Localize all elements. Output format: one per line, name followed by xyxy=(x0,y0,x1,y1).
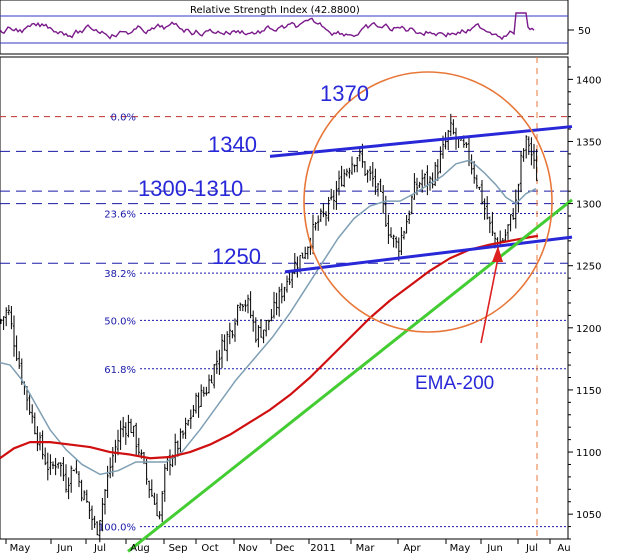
x-tick-label: Sep xyxy=(169,543,188,554)
y-tick-label: 1300 xyxy=(576,200,601,211)
fib-label: 100.0% xyxy=(98,523,136,534)
y-tick-label: 1400 xyxy=(576,75,601,86)
x-tick-label: Oct xyxy=(201,543,218,554)
fib-labels: 0.0% 23.6% 38.2% 50.0% 61.8% 100.0% xyxy=(98,113,136,534)
y-axis: 1050 1100 1150 1200 1250 1300 1350 1400 xyxy=(568,66,601,540)
annotation-ema-200: EMA-200 xyxy=(415,373,494,394)
rsi-panel: Relative Strength Index (42.8800) 50 xyxy=(0,0,591,55)
x-tick-label: Au xyxy=(557,543,570,554)
y-tick-label: 1050 xyxy=(576,510,601,521)
x-tick-label: May xyxy=(10,543,31,554)
x-tick-label: Jul xyxy=(525,543,538,554)
y-tick-label: 1150 xyxy=(576,386,601,397)
y-tick-label: 1250 xyxy=(576,262,601,273)
x-tick-label: 2011 xyxy=(310,543,335,554)
overlay xyxy=(303,71,553,344)
annotation-1250: 1250 xyxy=(212,244,261,269)
moving-averages xyxy=(0,159,539,476)
fib-label: 23.6% xyxy=(104,210,136,221)
y-tick-label: 1100 xyxy=(576,448,601,459)
x-tick-label: Aug xyxy=(130,543,150,554)
fib-label: 50.0% xyxy=(104,316,136,327)
fib-label: 0.0% xyxy=(111,113,136,124)
ema-arrow-head xyxy=(492,246,503,262)
x-tick-label: Mar xyxy=(356,543,376,554)
x-tick-label: May xyxy=(450,543,471,554)
annotations: 1370 1340 1300-1310 1250 EMA-200 xyxy=(138,81,494,394)
highlight-circle xyxy=(303,71,553,333)
annotation-1300-1310: 1300-1310 xyxy=(138,176,243,201)
x-tick-label: Jul xyxy=(93,543,106,554)
rsi-line xyxy=(0,12,535,41)
rsi-title: Relative Strength Index (42.8800) xyxy=(190,5,360,16)
annotation-1340: 1340 xyxy=(208,132,257,157)
annotation-1370: 1370 xyxy=(320,81,369,106)
ma-short-line xyxy=(0,159,537,476)
y-tick-label: 1350 xyxy=(576,137,601,148)
rsi-tick-label: 50 xyxy=(578,26,591,37)
ema-200-line xyxy=(0,234,539,460)
x-tick-label: Nov xyxy=(238,543,258,554)
y-tick-label: 1200 xyxy=(576,324,601,335)
grid-levels xyxy=(0,57,568,539)
fib-label: 38.2% xyxy=(104,269,136,280)
trendline xyxy=(269,125,573,158)
rsi-line-group xyxy=(0,12,535,41)
x-axis: May Jun Jul Aug Sep Oct Nov Dec 2011 Mar Apr May Jun… xyxy=(5,539,571,554)
main-panel: 0.0%23.6%38.2%50.0%61.8%100.0% 137013401… xyxy=(0,56,573,553)
x-tick-label: Jun xyxy=(486,543,503,554)
x-tick-label: Apr xyxy=(403,543,421,554)
trendline xyxy=(284,235,573,274)
x-tick-label: Jun xyxy=(56,543,73,554)
x-tick-label: Dec xyxy=(275,543,294,554)
fib-label: 61.8% xyxy=(104,365,136,376)
ema-arrow-shaft xyxy=(480,257,499,344)
